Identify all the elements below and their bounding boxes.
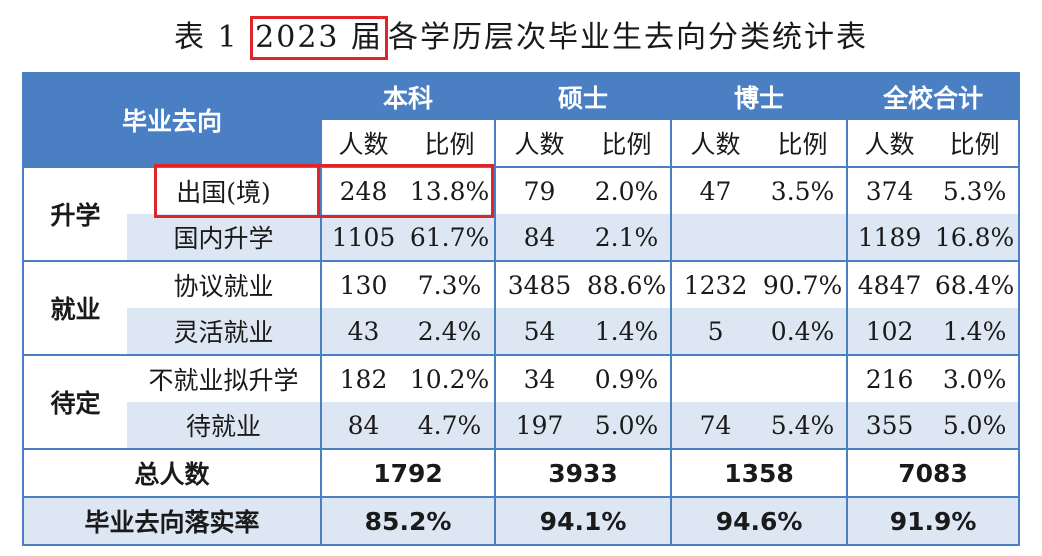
cell: 355	[846, 402, 932, 449]
row-label: 不就业拟升学	[127, 354, 322, 402]
table-row: 待定 不就业拟升学 182 10.2% 34 0.9% 216 3.0%	[23, 354, 1020, 449]
cell: 0.9%	[583, 354, 672, 402]
cell: 16.8%	[931, 214, 1020, 261]
cell: 79	[494, 166, 584, 214]
row-label: 协议就业	[127, 260, 322, 308]
cell: 74	[670, 402, 760, 449]
rate-value: 91.9%	[846, 496, 1020, 545]
table-title: 表 1 2023 届各学历层次毕业生去向分类统计表	[0, 12, 1042, 60]
cell: 3485	[494, 260, 584, 308]
header-group-master: 硕士	[494, 73, 672, 120]
cell: 197	[494, 402, 584, 449]
rate-value: 85.2%	[320, 496, 496, 545]
cell: 4847	[846, 260, 932, 308]
title-rest: 各学历层次毕业生去向分类统计表	[388, 20, 869, 55]
cell: 5.4%	[759, 402, 848, 449]
subheader-ratio: 比例	[759, 120, 848, 167]
table-row: 就业 协议就业 130 7.3% 3485 88.6% 1232 90.7% 4…	[23, 260, 1020, 355]
cell: 2.1%	[583, 214, 672, 261]
table-row: 灵活就业 43 2.4% 54 1.4% 5 0.4% 102 1.4%	[23, 308, 1020, 355]
title-prefix: 表 1	[173, 20, 251, 55]
subheader-count: 人数	[846, 120, 932, 167]
cell: 5.0%	[583, 402, 672, 449]
cell: 7.3%	[405, 260, 496, 308]
rate-label: 毕业去向落实率	[23, 496, 322, 545]
cell: 1232	[670, 260, 760, 308]
total-label: 总人数	[23, 448, 322, 497]
rate-value: 94.6%	[670, 496, 848, 545]
total-value: 7083	[846, 448, 1020, 497]
cell	[759, 214, 848, 261]
cell: 4.7%	[405, 402, 496, 449]
cell: 10.2%	[405, 354, 496, 402]
cell: 248	[320, 166, 406, 214]
subheader-count: 人数	[494, 120, 584, 167]
cell: 13.8%	[405, 166, 496, 214]
cell: 54	[494, 308, 584, 355]
total-value: 1358	[670, 448, 848, 497]
cell: 61.7%	[405, 214, 496, 261]
cell: 0.4%	[759, 308, 848, 355]
total-row: 总人数 1792 3933 1358 7083	[23, 448, 1020, 497]
cell: 84	[494, 214, 584, 261]
cell: 374	[846, 166, 932, 214]
category-further-study: 升学	[23, 166, 127, 261]
subheader-ratio: 比例	[931, 120, 1020, 167]
subheader-count: 人数	[670, 120, 760, 167]
rate-value: 94.1%	[494, 496, 672, 545]
title-year-highlight: 2023 届	[250, 16, 389, 60]
header-group-bachelor: 本科	[320, 73, 496, 120]
cell: 47	[670, 166, 760, 214]
table-row: 待就业 84 4.7% 197 5.0% 74 5.4% 355 5.0%	[23, 402, 1020, 449]
cell: 5.3%	[931, 166, 1020, 214]
cell: 1.4%	[583, 308, 672, 355]
cell: 216	[846, 354, 932, 402]
row-label: 国内升学	[127, 214, 322, 261]
cell	[670, 354, 760, 402]
table-row: 升学 出国(境) 248 13.8% 79 2.0% 47 3.5% 374 5…	[23, 166, 1020, 261]
graduate-destination-table: 毕业去向 本科 硕士 博士 全校合计 人数 比例 人数 比例 人数 比例 人数 …	[22, 72, 1021, 546]
cell: 88.6%	[583, 260, 672, 308]
cell: 1189	[846, 214, 932, 261]
header-group-doctor: 博士	[670, 73, 848, 120]
header-corner: 毕业去向	[23, 73, 322, 167]
cell: 130	[320, 260, 406, 308]
cell: 3.5%	[759, 166, 848, 214]
cell	[670, 214, 760, 261]
subheader-ratio: 比例	[583, 120, 672, 167]
cell	[759, 354, 848, 402]
cell: 34	[494, 354, 584, 402]
cell: 90.7%	[759, 260, 848, 308]
rate-row: 毕业去向落实率 85.2% 94.1% 94.6% 91.9%	[23, 496, 1020, 545]
cell: 84	[320, 402, 406, 449]
cell: 3.0%	[931, 354, 1020, 402]
cell: 68.4%	[931, 260, 1020, 308]
cell: 1105	[320, 214, 406, 261]
cell: 5	[670, 308, 760, 355]
cell: 1.4%	[931, 308, 1020, 355]
category-employment: 就业	[23, 260, 127, 355]
table-row: 国内升学 1105 61.7% 84 2.1% 1189 16.8%	[23, 214, 1020, 261]
row-label: 出国(境)	[127, 166, 322, 214]
total-value: 1792	[320, 448, 496, 497]
subheader-ratio: 比例	[405, 120, 496, 167]
header-group-total: 全校合计	[846, 73, 1020, 120]
cell: 5.0%	[931, 402, 1020, 449]
cell: 2.0%	[583, 166, 672, 214]
subheader-count: 人数	[320, 120, 406, 167]
cell: 102	[846, 308, 932, 355]
total-value: 3933	[494, 448, 672, 497]
category-pending: 待定	[23, 354, 127, 449]
cell: 182	[320, 354, 406, 402]
row-label: 待就业	[127, 402, 322, 449]
cell: 43	[320, 308, 406, 355]
row-label: 灵活就业	[127, 308, 322, 355]
cell: 2.4%	[405, 308, 496, 355]
